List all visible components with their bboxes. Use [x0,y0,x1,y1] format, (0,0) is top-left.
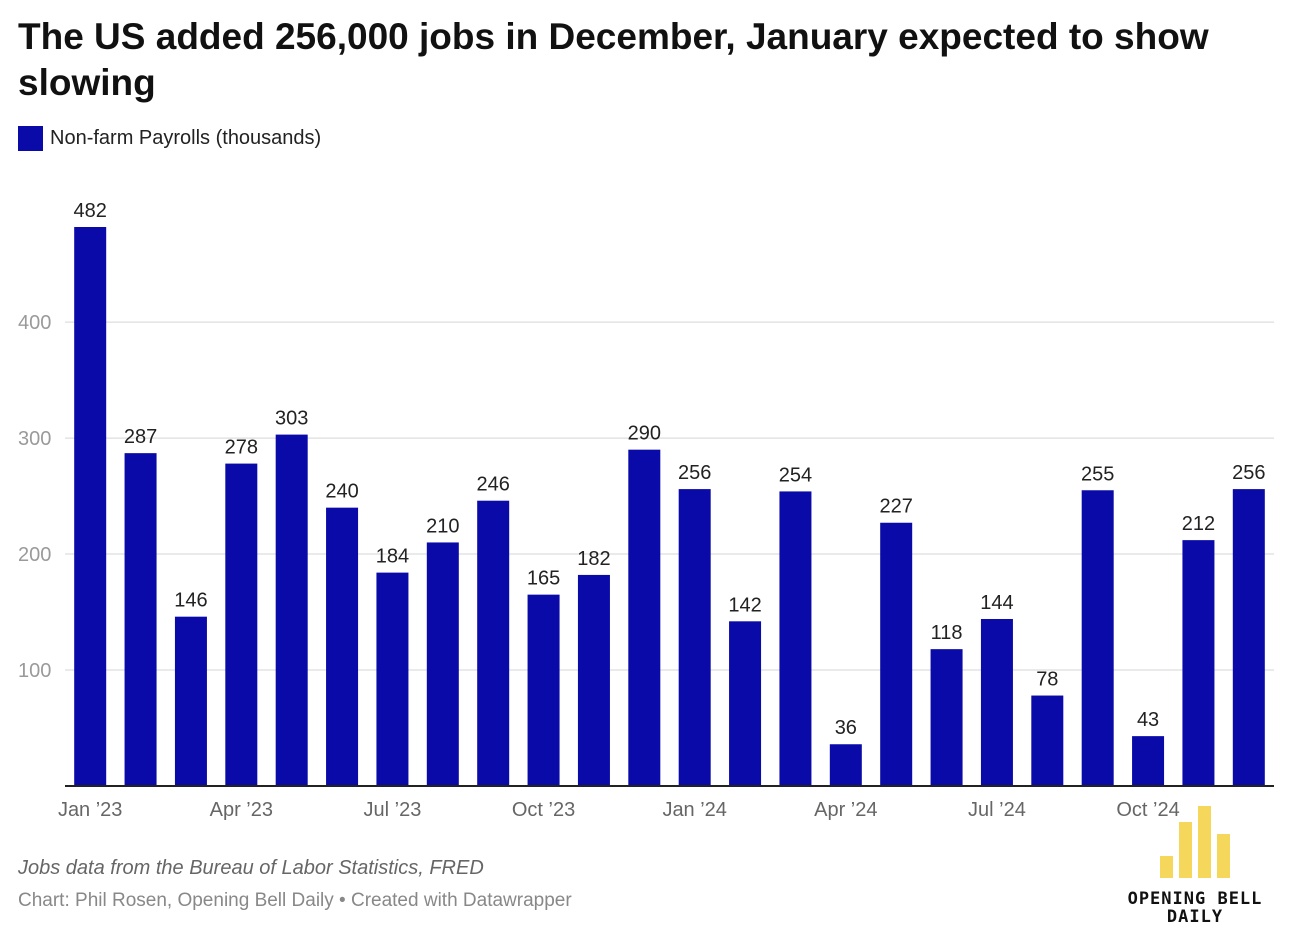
x-tick-label: Oct ’23 [512,799,575,821]
data-label: 210 [426,515,459,537]
data-label: 78 [1036,669,1058,691]
data-label: 278 [225,437,258,459]
data-label: 43 [1137,709,1159,731]
legend-label: Non-farm Payrolls (thousands) [50,127,322,149]
bar [326,507,359,786]
data-label: 256 [1232,462,1265,484]
data-label: 146 [174,590,207,612]
x-tick-label: Jan ’24 [662,799,727,821]
bar [426,542,459,786]
data-label: 184 [376,546,409,568]
bar [779,491,812,786]
bar [527,594,560,786]
chart-title: The US added 256,000 jobs in December, J… [18,16,1209,103]
data-label: 246 [477,474,510,496]
data-label: 254 [779,464,812,486]
bar [829,744,862,786]
logo-text-line1: OPENING BELL [1127,889,1263,909]
bar [1232,489,1265,786]
x-tick-label: Jul ’24 [968,799,1026,821]
bar [577,574,610,786]
x-tick-label: Jan ’23 [58,799,123,821]
bar [225,463,258,786]
data-label: 240 [325,481,358,503]
legend: Non-farm Payrolls (thousands) [18,126,321,151]
bar [678,489,711,786]
bar [376,572,409,786]
y-tick-label: 200 [18,544,51,566]
bar [1182,540,1215,786]
data-label: 142 [728,594,761,616]
bar [74,227,107,786]
data-label: 255 [1081,463,1114,485]
bar [275,434,308,786]
x-tick-label: Jul ’23 [364,799,422,821]
y-tick-label: 400 [18,312,51,334]
source-note: Jobs data from the Bureau of Labor Stati… [18,857,484,879]
x-tick-label: Apr ’23 [210,799,273,821]
data-label: 227 [880,496,913,518]
bar [729,621,762,786]
data-label: 482 [74,200,107,222]
data-label: 182 [577,548,610,570]
y-tick-label: 100 [18,660,51,682]
bar [1132,736,1165,786]
bar [174,616,207,786]
legend-swatch [18,126,43,151]
bar-chart: 100 200 300 400 482 287 146 278 303 240 184 210 246 1… [18,200,1274,821]
data-label: 290 [628,423,661,445]
data-label: 118 [931,622,963,644]
chart-credit: Chart: Phil Rosen, Opening Bell Daily • … [18,890,572,911]
data-label: 144 [980,592,1013,614]
x-tick-label: Apr ’24 [814,799,877,821]
data-label: 256 [678,462,711,484]
bar [1081,490,1114,786]
bar [980,618,1013,786]
data-label: 303 [275,408,308,430]
bar [930,649,963,786]
bar [477,500,510,786]
bar [880,522,913,786]
bar [1031,695,1064,786]
x-tick-label: Oct ’24 [1116,799,1179,821]
data-label: 165 [527,568,560,590]
data-label: 212 [1182,513,1215,535]
opening-bell-daily-logo: OPENING BELL DAILY [1112,806,1278,926]
y-tick-label: 300 [18,428,51,450]
logo-text-line2: DAILY [1166,907,1224,927]
bar [124,453,157,786]
data-label: 287 [124,426,157,448]
bar [628,449,661,786]
data-label: 36 [835,717,857,739]
logo-bars-icon [1160,806,1230,878]
